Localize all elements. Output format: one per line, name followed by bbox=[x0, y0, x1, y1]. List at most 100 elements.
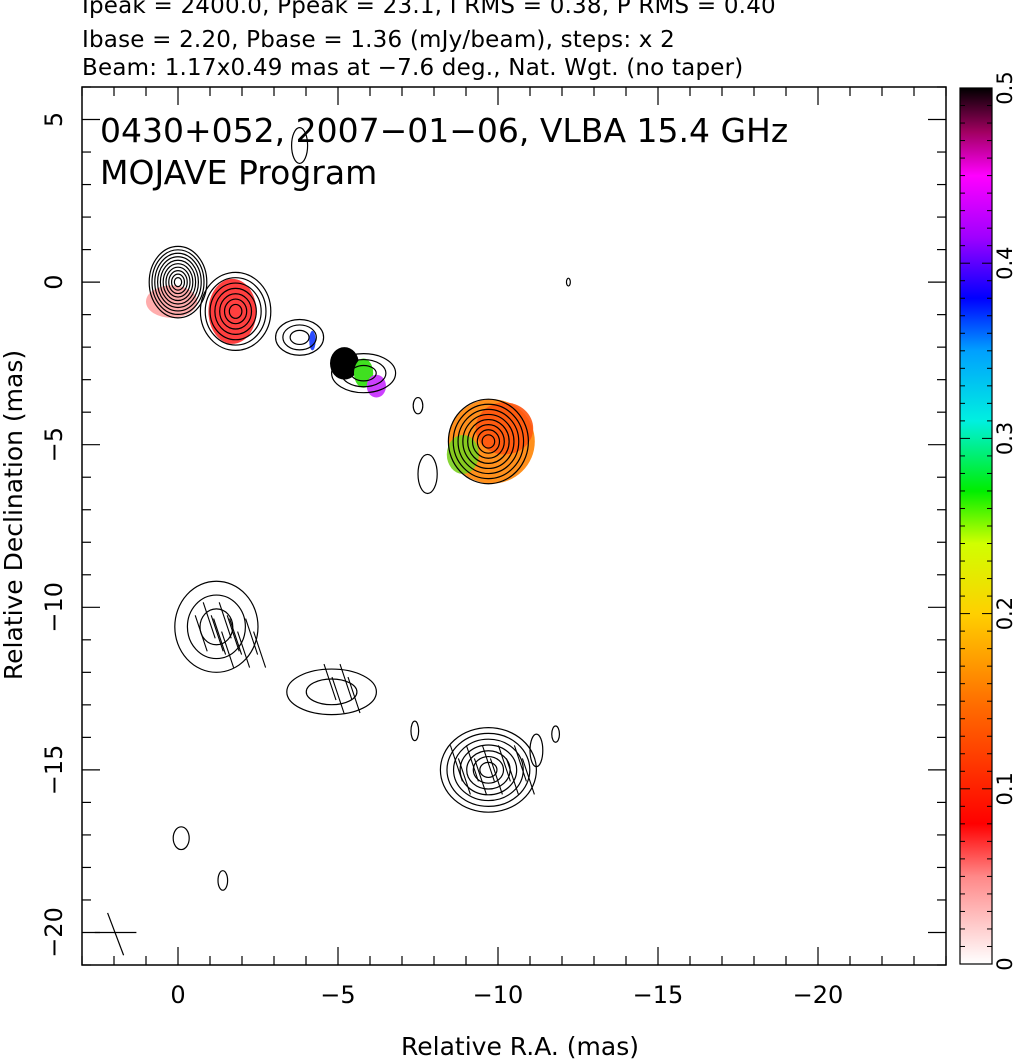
evpa-tick bbox=[505, 758, 519, 795]
colorbar-ticks: 0 0.1 0.2 0.3 0.4 0.5 bbox=[960, 71, 1017, 971]
evpa-tick bbox=[226, 615, 240, 652]
intensity-contour bbox=[447, 398, 529, 485]
intensity-contour bbox=[174, 580, 259, 673]
intensity-contour bbox=[481, 434, 496, 449]
intensity-contour bbox=[286, 668, 378, 716]
evpa-tick bbox=[497, 745, 511, 782]
intensity-contour bbox=[156, 256, 200, 309]
intensity-contour bbox=[439, 727, 537, 813]
colorbar bbox=[959, 87, 993, 965]
beam-marker bbox=[107, 912, 125, 956]
evpa-tick bbox=[457, 758, 471, 795]
evpa-tick bbox=[221, 631, 235, 668]
intensity-contour bbox=[154, 252, 202, 312]
y-tick-label: 0 bbox=[40, 274, 68, 289]
evpa-tick bbox=[465, 745, 479, 782]
noise-contour bbox=[551, 725, 561, 743]
evpa-tick bbox=[449, 745, 463, 782]
x-tick-label: −15 bbox=[633, 981, 684, 1009]
y-tick-label: −5 bbox=[40, 427, 68, 462]
intensity-contour bbox=[467, 418, 510, 464]
intensity-contour bbox=[331, 353, 397, 394]
evpa-tick bbox=[218, 602, 232, 639]
evpa-tick bbox=[253, 631, 267, 668]
evpa-tick bbox=[245, 618, 259, 655]
y-tick-label: −20 bbox=[40, 907, 68, 958]
evpa-tick bbox=[489, 758, 503, 795]
intensity-contour bbox=[452, 403, 525, 480]
evpa-tick bbox=[229, 618, 243, 655]
intensity-contour bbox=[159, 259, 197, 305]
x-axis-label: Relative R.A. (mas) bbox=[401, 1032, 639, 1060]
colorbar-tick-label: 0.2 bbox=[993, 597, 1017, 630]
intensity-contour bbox=[289, 329, 310, 346]
chart-subtitle: MOJAVE Program bbox=[100, 153, 377, 192]
evpa-tick bbox=[521, 758, 535, 795]
evpa-tick bbox=[213, 618, 227, 655]
chart-title: 0430+052, 2007−01−06, VLBA 15.4 GHz bbox=[100, 111, 788, 150]
axis-ticks: 0 −5 −10 −15 −20 5 0 −5 −10 −15 −20 bbox=[40, 86, 947, 1009]
intensity-contour bbox=[162, 263, 194, 302]
intensity-contour bbox=[457, 408, 520, 475]
intensity-contour bbox=[199, 271, 272, 352]
intensity-contour bbox=[165, 266, 191, 298]
x-tick-label: 0 bbox=[170, 981, 185, 1009]
intensity-contour bbox=[173, 276, 183, 288]
intensity-contour bbox=[223, 298, 248, 325]
x-tick-label: −20 bbox=[793, 981, 844, 1009]
evpa-tick bbox=[513, 745, 527, 782]
noise-contour bbox=[529, 733, 544, 768]
intensity-contour bbox=[168, 270, 188, 295]
intensity-contour bbox=[462, 413, 515, 470]
intensity-contour bbox=[471, 424, 505, 459]
header-line-1: Ipeak = 2400.0, Ppeak = 23.1, I RMS = 0.… bbox=[82, 0, 776, 19]
noise-contour bbox=[412, 396, 424, 415]
intensity-contour bbox=[204, 277, 267, 346]
x-tick-label: −5 bbox=[320, 981, 355, 1009]
evpa-tick bbox=[323, 663, 337, 701]
evpa-tick bbox=[331, 676, 345, 714]
evpa-tick bbox=[481, 745, 495, 782]
colorbar-tick-label: 0 bbox=[993, 957, 1017, 970]
intensity-contour bbox=[148, 245, 208, 319]
evpa-tick bbox=[339, 663, 353, 701]
intensity-contour bbox=[476, 429, 501, 454]
colorbar-tick-label: 0.1 bbox=[993, 772, 1017, 805]
intensity-contour bbox=[219, 293, 253, 330]
header-line-3: Beam: 1.17x0.49 mas at −7.6 deg., Nat. W… bbox=[82, 55, 744, 81]
noise-contour bbox=[410, 720, 420, 742]
intensity-contour bbox=[472, 755, 505, 784]
intensity-contour bbox=[186, 594, 246, 660]
evpa-tick bbox=[473, 758, 487, 795]
intensity-contour bbox=[228, 303, 243, 319]
evpa-tick bbox=[194, 615, 208, 652]
intensity-contour bbox=[340, 358, 387, 388]
header-line-2: Ibase = 2.20, Pbase = 1.36 (mJy/beam), s… bbox=[82, 27, 675, 53]
noise-contour bbox=[172, 826, 190, 851]
y-axis-label: Relative Declination (mas) bbox=[0, 350, 28, 680]
noise-contour bbox=[217, 870, 229, 891]
intensity-contour bbox=[459, 744, 518, 796]
intensity-contour bbox=[170, 273, 186, 291]
intensity-contour bbox=[350, 364, 377, 382]
colorbar-tick-label: 0.4 bbox=[993, 246, 1017, 279]
colorbar-tick-label: 0.3 bbox=[993, 422, 1017, 455]
y-tick-label: −10 bbox=[40, 582, 68, 633]
plot-frame bbox=[81, 86, 947, 966]
intensity-contour bbox=[275, 318, 325, 356]
colorbar-tick-label: 0.5 bbox=[993, 71, 1017, 104]
polarization-fraction-patch bbox=[309, 330, 316, 351]
y-tick-label: 5 bbox=[40, 112, 68, 127]
noise-contour bbox=[565, 277, 571, 287]
intensity-contour bbox=[452, 738, 524, 802]
evpa-tick bbox=[202, 602, 216, 639]
plot-layer bbox=[94, 127, 571, 956]
intensity-contour bbox=[209, 282, 262, 341]
intensity-contour bbox=[282, 324, 317, 351]
intensity-contour bbox=[446, 732, 531, 807]
intensity-contour bbox=[214, 287, 257, 335]
evpa-tick bbox=[210, 615, 224, 652]
y-tick-label: −15 bbox=[40, 745, 68, 796]
